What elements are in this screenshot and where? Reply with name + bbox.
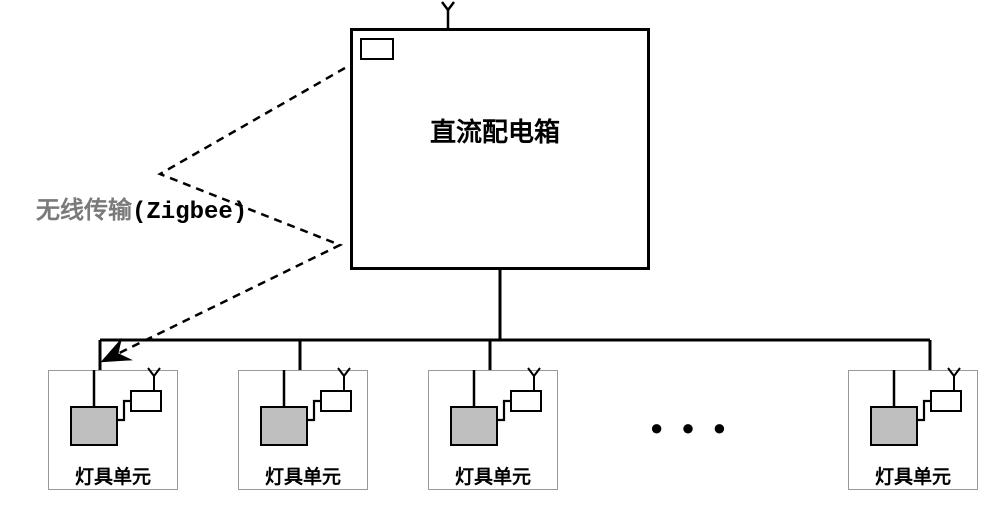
main-box-label: 直流配电箱: [430, 112, 560, 149]
zigbee-paren: (Zigbee): [132, 199, 247, 226]
lamp-unit-label: 灯具单元: [248, 462, 358, 489]
main-box-module: [360, 38, 394, 60]
diagram-canvas: 直流配电箱 无线传输(Zigbee) ● ● ● 灯具单元 灯具单元 灯具单元 灯具单…: [0, 0, 1000, 508]
main-distribution-box: [350, 28, 650, 270]
lamp-white-module: [130, 390, 162, 412]
lamp-gray-module: [870, 406, 918, 446]
lamp-white-module: [930, 390, 962, 412]
ellipsis-dots: ● ● ●: [650, 415, 732, 441]
lamp-unit-label: 灯具单元: [858, 462, 968, 489]
zigbee-prefix: 无线传输: [36, 197, 132, 224]
lamp-white-module: [510, 390, 542, 412]
lamp-white-module: [320, 390, 352, 412]
lamp-gray-module: [70, 406, 118, 446]
lamp-gray-module: [260, 406, 308, 446]
lamp-unit-label: 灯具单元: [438, 462, 548, 489]
lamp-unit-label: 灯具单元: [58, 462, 168, 489]
zigbee-label: 无线传输(Zigbee): [36, 190, 247, 226]
lamp-gray-module: [450, 406, 498, 446]
